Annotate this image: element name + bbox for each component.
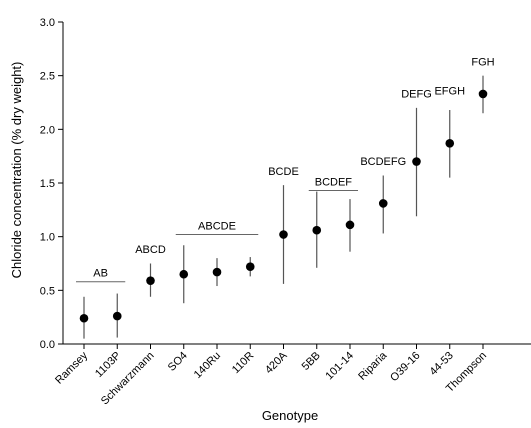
- x-tick-label: 44-53: [427, 350, 455, 378]
- group-label: FGH: [471, 56, 494, 68]
- group-label: BCDEFG: [360, 156, 406, 168]
- x-tick-label: SO4: [166, 350, 190, 374]
- x-tick-label: 110R: [230, 350, 257, 377]
- x-tick-label: 140Ru: [192, 350, 223, 381]
- data-point: [412, 157, 421, 166]
- data-point: [312, 225, 322, 235]
- data-points: [79, 89, 488, 323]
- x-tick-label: 420A: [263, 349, 290, 376]
- y-ticks: 0.0 0.5 1.0 1.5 2.0 2.5 3.0: [40, 17, 63, 351]
- group-label: ABCDE: [198, 221, 236, 233]
- data-point: [112, 311, 122, 321]
- data-point: [345, 220, 355, 230]
- data-point: [179, 269, 189, 279]
- group-label: EFGH: [434, 85, 465, 97]
- y-tick-label: 1.0: [40, 232, 55, 244]
- x-tick-label: Riparia: [356, 349, 390, 383]
- data-point: [378, 199, 388, 208]
- y-tick-label: 2.0: [40, 124, 55, 136]
- y-tick-label: 2.5: [40, 71, 55, 83]
- x-tick-label: 1103P: [93, 350, 123, 380]
- data-point: [478, 89, 488, 99]
- x-axis-label: Genotype: [262, 408, 318, 423]
- data-point: [146, 276, 155, 285]
- group-label: DEFG: [401, 89, 432, 101]
- x-tick-label: 101-14: [323, 350, 356, 383]
- group-label: BCDEF: [315, 177, 353, 189]
- axes: [62, 22, 531, 345]
- y-axis-label: Chloride concentration (% dry weight): [9, 62, 24, 279]
- y-tick-label: 0.0: [40, 339, 55, 351]
- data-point: [79, 313, 89, 323]
- y-tick-label: 3.0: [40, 17, 55, 29]
- group-label: AB: [93, 268, 108, 280]
- group-label: BCDE: [268, 166, 299, 178]
- data-point: [279, 230, 288, 239]
- x-tick-label: Ramsey: [53, 349, 90, 386]
- error-bars: [83, 75, 484, 339]
- significance-groups: AB ABCD ABCDE BCDE BCDEF BCDEFG DEFG EFGH FGH: [76, 56, 495, 283]
- x-tick-label: O39-16: [388, 350, 422, 384]
- y-tick-label: 1.5: [40, 178, 55, 190]
- x-tick-label: 5BB: [300, 350, 323, 373]
- data-point: [245, 262, 255, 272]
- data-point: [445, 138, 455, 148]
- data-point: [212, 267, 222, 277]
- y-tick-label: 0.5: [40, 285, 55, 297]
- group-label: ABCD: [135, 244, 166, 256]
